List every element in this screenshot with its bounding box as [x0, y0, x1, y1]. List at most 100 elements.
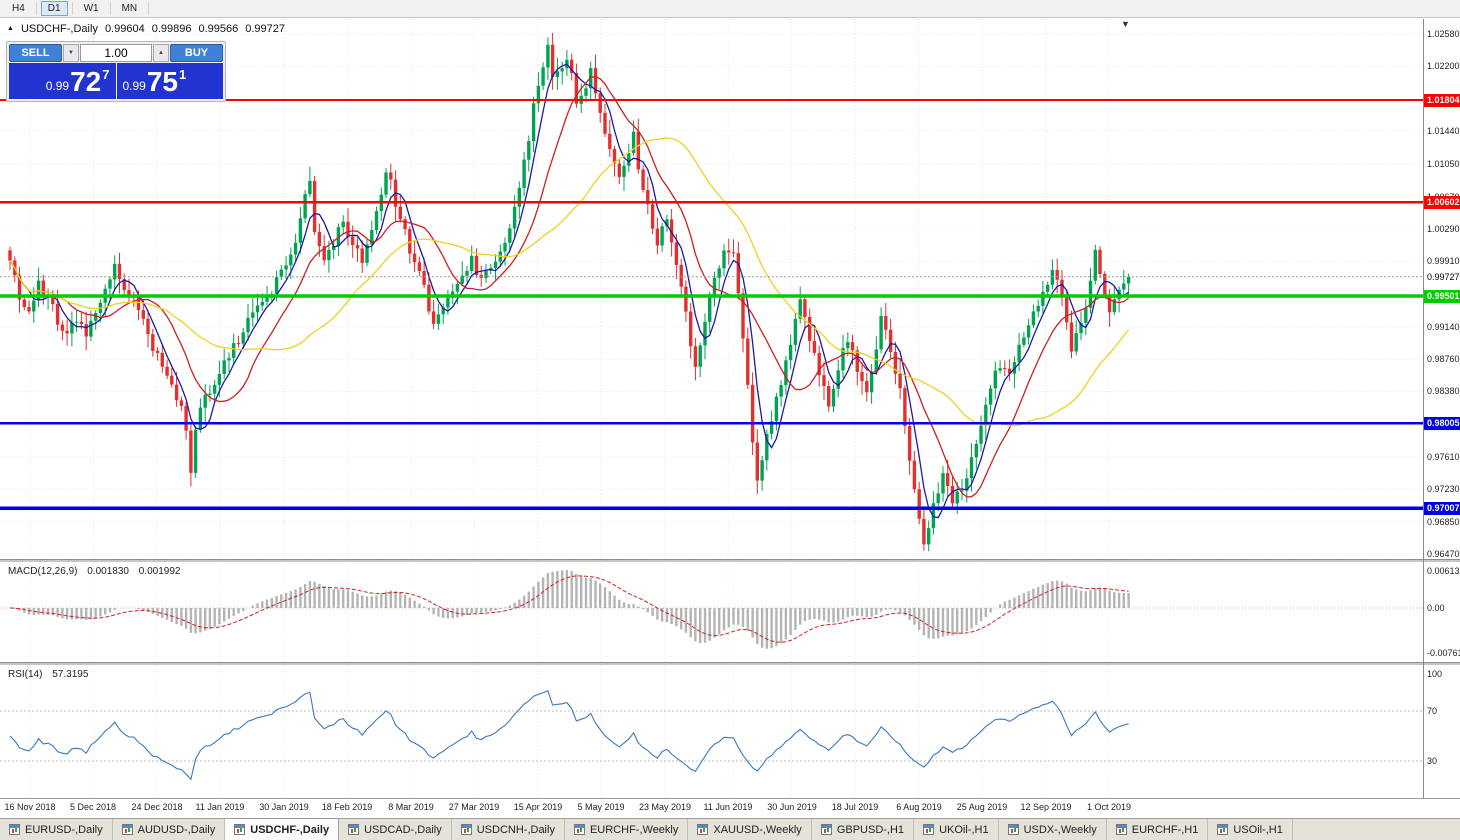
price-axis-tick: 0.98760 — [1427, 354, 1460, 364]
chart-tab-label: UKOil-,H1 — [939, 823, 989, 836]
timeframe-toolbar: H4 D1 W1 MN — [0, 0, 1460, 18]
price-level-badge: 1.00602 — [1424, 196, 1460, 209]
price-axis-tick: 1.00290 — [1427, 224, 1460, 234]
rsi-value: 57.3195 — [52, 669, 89, 680]
volume-input[interactable] — [80, 44, 152, 62]
buy-price-pipette: 1 — [179, 67, 187, 82]
date-axis-label: 27 Mar 2019 — [448, 802, 500, 812]
macd-axis-tick: -0.00761 — [1427, 648, 1460, 658]
current-price-label: 0.99727 — [1427, 272, 1460, 282]
price-level-badge: 0.99501 — [1424, 290, 1460, 303]
chart-tab-label: EURUSD-,Daily — [25, 823, 103, 836]
date-axis-label: 25 Aug 2019 — [956, 802, 1008, 812]
volume-decrease-arrow-icon[interactable]: ▼ — [63, 44, 79, 62]
date-axis-label: 1 Oct 2019 — [1086, 802, 1132, 812]
buy-price-prefix: 0.99 — [122, 79, 146, 93]
timeframe-button-w1[interactable]: W1 — [77, 1, 106, 16]
low-value: 0.99566 — [198, 23, 239, 35]
date-axis-label: 18 Feb 2019 — [321, 802, 373, 812]
rsi-axis-tick: 70 — [1427, 706, 1438, 716]
chart-tab-label: USDCHF-,Daily — [250, 823, 330, 836]
one-click-trading-panel: SELL ▼ ▲ BUY 0.99 72 7 0.99 75 1 — [6, 41, 226, 102]
toolbar-separator — [109, 2, 111, 15]
chart-tab-icon — [234, 824, 246, 835]
sell-price-display[interactable]: 0.99 72 7 — [9, 63, 116, 99]
chart-tab-bar: EURUSD-,Daily AUDUSD-,Daily USDCHF-,Daily U… — [0, 818, 1460, 840]
price-axis-tick: 0.96470 — [1427, 549, 1460, 559]
chart-tab-eurchf-h1[interactable]: EURCHF-,H1 — [1107, 819, 1209, 840]
volume-increase-arrow-icon[interactable]: ▲ — [153, 44, 169, 62]
chart-tab-icon — [1115, 824, 1127, 835]
timeframe-button-d1[interactable]: D1 — [40, 1, 68, 16]
date-axis-divider — [0, 798, 1460, 799]
timeframe-button-mn[interactable]: MN — [115, 1, 145, 16]
buy-price-display[interactable]: 0.99 75 1 — [116, 63, 223, 99]
price-axis-tick: 1.02200 — [1427, 61, 1460, 71]
chart-tab-icon — [1217, 824, 1229, 835]
chart-symbol-label: USDCHF-,Daily — [20, 23, 98, 35]
macd-main-value: 0.001830 — [87, 566, 129, 577]
date-axis-label: 24 Dec 2018 — [131, 802, 183, 812]
rsi-panel-canvas[interactable] — [0, 665, 1460, 798]
date-axis-label: 15 Apr 2019 — [513, 802, 563, 812]
main-chart-canvas[interactable] — [0, 19, 1460, 559]
price-level-badge: 1.01804 — [1424, 94, 1460, 107]
price-axis-tick: 1.02580 — [1427, 29, 1460, 39]
macd-name: MACD(12,26,9) — [8, 566, 78, 577]
date-axis-label: 5 May 2019 — [577, 802, 625, 812]
price-axis-tick: 0.96850 — [1427, 517, 1460, 527]
chart-tab-label: USDCAD-,Daily — [364, 823, 442, 836]
chart-tab-usoil-h1[interactable]: USOil-,H1 — [1208, 819, 1293, 840]
sell-price-pipette: 7 — [102, 67, 110, 82]
chart-tab-usdcad-daily[interactable]: USDCAD-,Daily — [339, 819, 452, 840]
date-axis-label: 11 Jan 2019 — [195, 802, 245, 812]
timeframe-button-h4[interactable]: H4 — [5, 1, 32, 16]
macd-indicator-label: MACD(12,26,9) 0.001830 0.001992 — [8, 566, 180, 577]
chart-tab-icon — [1007, 824, 1019, 835]
rsi-name: RSI(14) — [8, 669, 43, 680]
toolbar-separator — [35, 2, 37, 15]
chart-tab-label: USDX-,Weekly — [1023, 823, 1097, 836]
date-axis-label: 23 May 2019 — [638, 802, 692, 812]
macd-signal-value: 0.001992 — [138, 566, 181, 577]
chart-tab-eurchf-weekly[interactable]: EURCHF-,Weekly — [565, 819, 689, 840]
chart-tab-label: EURCHF-,H1 — [1131, 823, 1199, 836]
macd-axis-tick: 0.00613 — [1427, 566, 1460, 576]
chart-tab-usdx-weekly[interactable]: USDX-,Weekly — [999, 819, 1107, 840]
chart-tab-icon — [9, 824, 20, 835]
macd-axis-tick: 0.00 — [1427, 603, 1445, 613]
chart-tab-icon — [697, 824, 709, 835]
date-axis-label: 6 Aug 2019 — [896, 802, 942, 812]
price-axis-tick: 0.97610 — [1427, 452, 1460, 462]
chart-tab-label: XAUUSD-,Weekly — [713, 823, 802, 836]
buy-button[interactable]: BUY — [170, 44, 223, 62]
buy-price-big-digits: 75 — [146, 66, 179, 97]
chart-shift-marker-icon[interactable]: ▼ — [1121, 19, 1130, 29]
price-axis-tick: 1.01050 — [1427, 159, 1460, 169]
price-axis-tick: 0.98380 — [1427, 386, 1460, 396]
chart-tab-usdchf-daily[interactable]: USDCHF-,Daily — [225, 819, 340, 840]
price-level-badge: 0.98005 — [1424, 417, 1460, 430]
sell-button[interactable]: SELL — [9, 44, 62, 62]
panel-splitter[interactable] — [0, 559, 1460, 562]
macd-panel-canvas[interactable] — [0, 562, 1460, 662]
high-value: 0.99896 — [151, 23, 192, 35]
chart-tab-usdcnh-daily[interactable]: USDCNH-,Daily — [452, 819, 565, 840]
toolbar-separator — [71, 2, 73, 15]
date-axis-label: 12 Sep 2019 — [1020, 802, 1072, 812]
toolbar-separator — [148, 2, 150, 15]
date-axis-label: 18 Jul 2019 — [831, 802, 879, 812]
date-axis-label: 8 Mar 2019 — [388, 802, 434, 812]
chart-tab-icon — [348, 824, 360, 835]
chart-tab-ukoil-h1[interactable]: UKOil-,H1 — [914, 819, 999, 840]
chart-tab-label: AUDUSD-,Daily — [137, 823, 216, 836]
chart-tab-icon — [460, 824, 472, 835]
chart-tab-label: GBPUSD-,H1 — [836, 823, 905, 836]
rsi-indicator-label: RSI(14) 57.3195 — [8, 669, 88, 680]
chart-tab-audusd-daily[interactable]: AUDUSD-,Daily — [113, 819, 226, 840]
chart-tab-gbpusd-h1[interactable]: GBPUSD-,H1 — [812, 819, 915, 840]
panel-splitter[interactable] — [0, 662, 1460, 665]
chart-tab-eurusd-daily[interactable]: EURUSD-,Daily — [0, 819, 113, 840]
chart-tab-xauusd-weekly[interactable]: XAUUSD-,Weekly — [688, 819, 812, 840]
